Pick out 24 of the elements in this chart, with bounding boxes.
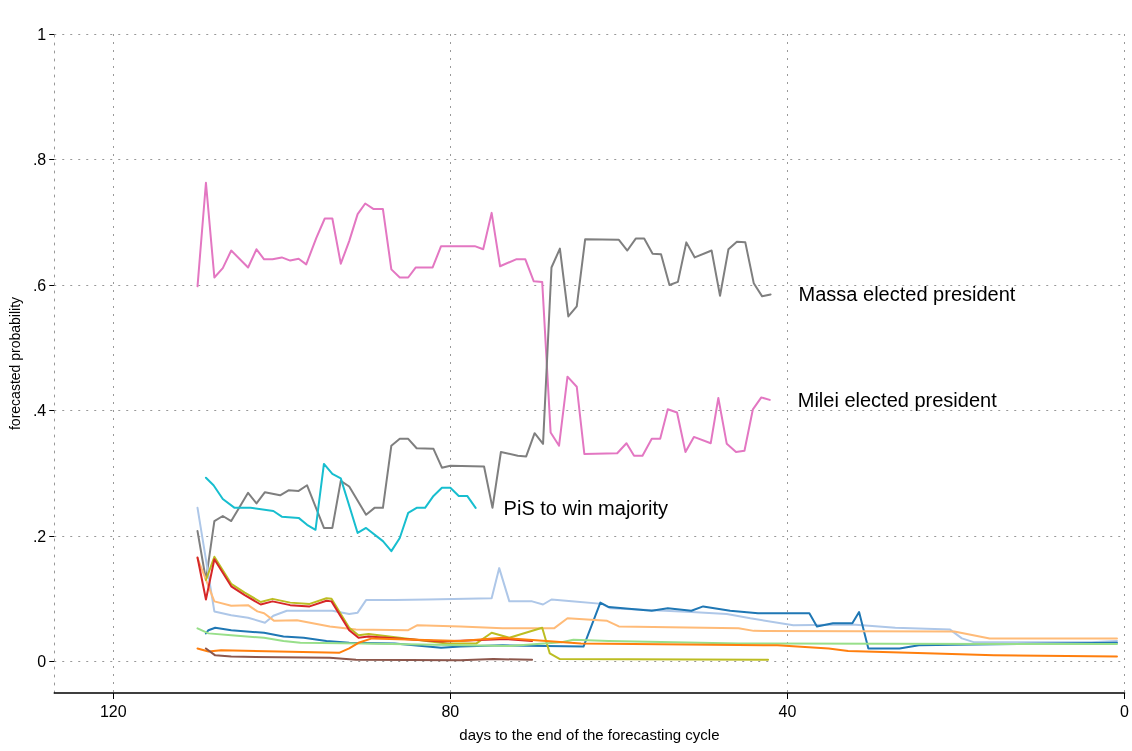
x-tick-label: 120 [99,702,127,720]
line-series [196,636,1118,658]
line-series [196,556,534,643]
y-tick-label: .6 [32,276,47,294]
series-label: PiS to win majority [503,496,669,519]
x-tick-label: 40 [778,702,797,720]
x-tick-label: 0 [1120,702,1130,720]
line-series [196,557,1118,640]
line-series [204,555,770,661]
line-series [196,181,771,457]
y-tick-label: .8 [32,151,47,169]
series-label: Milei elected president [797,388,998,411]
x-axis-title: days to the end of the forecasting cycle [459,726,720,743]
y-tick-label: 1 [37,25,47,43]
y-tick-label: .4 [32,402,47,420]
line-series [204,601,1118,650]
y-tick-label: 0 [37,653,47,671]
line-series [196,627,1118,647]
series-label: Massa elected president [798,283,1016,306]
y-axis-title: forecasted probability [7,296,23,431]
line-series [204,647,534,662]
line-series [204,462,477,553]
x-tick-label: 80 [441,702,460,720]
y-tick-label: .2 [32,527,47,545]
